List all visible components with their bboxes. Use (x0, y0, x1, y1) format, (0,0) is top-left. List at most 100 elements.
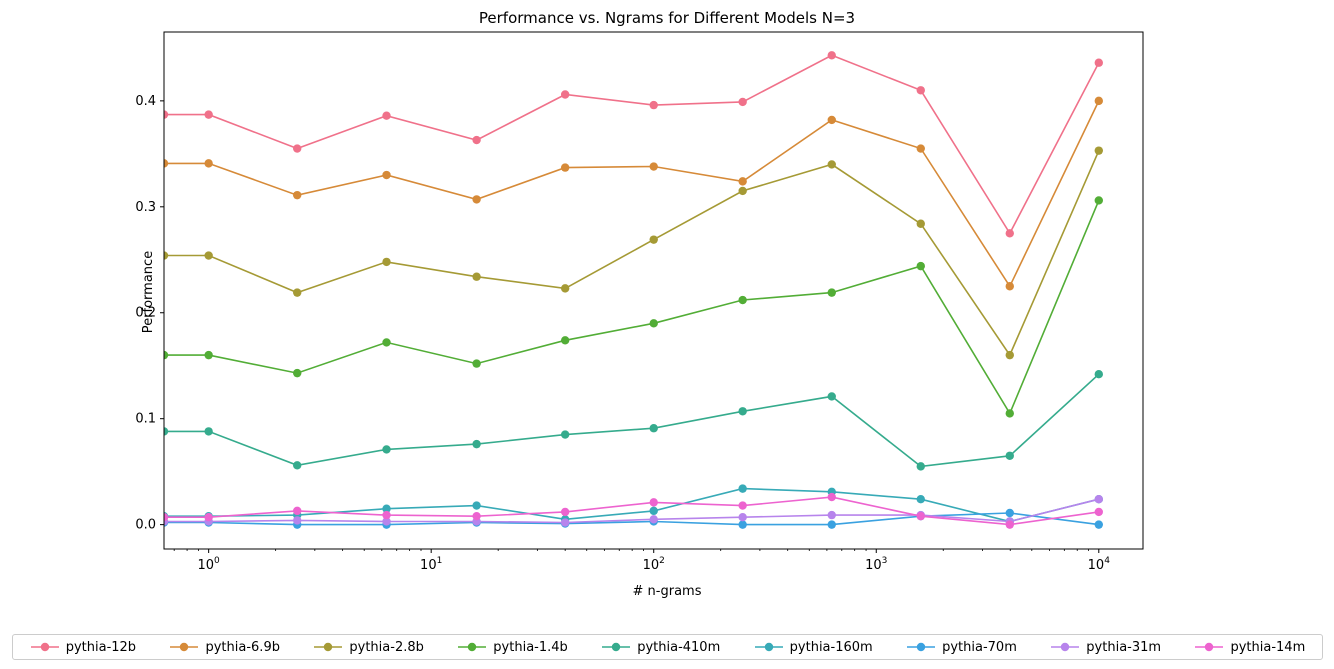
data-point (382, 170, 391, 180)
data-point (560, 430, 570, 439)
legend-item-pythia-160m: pythia-160m (754, 640, 873, 655)
series-line (164, 150, 1100, 357)
data-point (916, 144, 925, 153)
series-pythia-12b (164, 51, 1103, 238)
data-point (164, 159, 169, 168)
data-point (1094, 196, 1103, 205)
data-point (382, 510, 391, 520)
data-point (293, 506, 302, 516)
data-point (738, 177, 747, 186)
plot-frame (163, 31, 1144, 550)
data-point (1094, 369, 1103, 379)
data-point (204, 251, 213, 260)
data-point (560, 336, 570, 345)
legend-label: pythia-1.4b (493, 639, 568, 655)
legend-marker (314, 642, 343, 652)
legend-label: pythia-14m (1230, 639, 1306, 655)
y-tick-label: 0.4 (135, 94, 156, 109)
data-point (472, 501, 481, 510)
legend-item-pythia-1.4b: pythia-1.4b (457, 639, 568, 655)
data-point (1094, 96, 1103, 106)
data-point (827, 510, 836, 520)
series-pythia-410m (164, 369, 1103, 471)
data-point (382, 517, 391, 526)
data-point (560, 90, 570, 99)
data-point (649, 162, 658, 171)
data-point (1005, 451, 1014, 460)
data-point (1005, 508, 1014, 518)
data-point (204, 159, 213, 168)
x-tick-label: 102 (643, 556, 665, 573)
legend-marker (1051, 642, 1080, 652)
series-line (164, 373, 1100, 468)
data-point (1005, 409, 1014, 418)
data-point (738, 501, 747, 510)
legend-marker (170, 642, 199, 652)
data-point (738, 295, 747, 305)
series-line (164, 100, 1100, 288)
data-point (916, 261, 925, 271)
legend-item-pythia-6.9b: pythia-6.9b (169, 639, 280, 655)
data-point (1094, 146, 1103, 155)
data-point (164, 350, 169, 360)
legend-label: pythia-6.9b (205, 639, 280, 655)
series-line (164, 487, 1099, 523)
data-point (649, 319, 658, 328)
data-point (916, 86, 925, 95)
data-point (827, 51, 836, 60)
legend-label: pythia-12b (65, 639, 137, 655)
series-pythia-6.9b (164, 96, 1103, 291)
data-point (738, 97, 747, 107)
data-point (382, 445, 391, 454)
data-point (1005, 520, 1014, 529)
y-tick-label: 0.1 (135, 412, 156, 427)
data-point (649, 424, 658, 433)
data-point (472, 272, 481, 281)
data-point (1094, 495, 1103, 504)
data-point (827, 492, 836, 502)
series-pythia-14m (164, 492, 1103, 529)
data-point (916, 495, 925, 504)
x-tick-label: 101 (420, 556, 442, 573)
legend-marker (458, 642, 487, 652)
data-point (164, 427, 169, 436)
data-point (382, 257, 391, 267)
legend-item-pythia-31m: pythia-31m (1050, 640, 1161, 655)
data-point (560, 507, 570, 517)
data-point (649, 515, 658, 524)
legend-marker (907, 642, 936, 652)
data-point (1005, 229, 1014, 238)
data-point (293, 288, 302, 297)
series-pythia-1.4b (164, 196, 1103, 418)
data-point (560, 518, 570, 527)
data-point (827, 392, 836, 401)
legend-item-pythia-70m: pythia-70m (906, 640, 1017, 655)
data-point (472, 359, 481, 368)
legend-label: pythia-70m (942, 639, 1017, 655)
y-tick-label: 0.0 (135, 518, 156, 533)
data-point (1005, 282, 1014, 291)
legend-marker (602, 642, 631, 652)
chart-title: Performance vs. Ngrams for Different Mod… (479, 9, 855, 27)
x-tick-label: 103 (865, 556, 887, 573)
data-point (827, 288, 836, 297)
legend-label: pythia-31m (1086, 639, 1162, 655)
data-point (1094, 58, 1103, 67)
chart: Performance vs. Ngrams for Different Mod… (135, 9, 1144, 599)
x-tick-label: 100 (198, 556, 221, 573)
legend-marker (30, 642, 59, 652)
data-point (738, 513, 747, 522)
y-tick-label: 0.2 (135, 306, 156, 321)
data-point (293, 516, 302, 525)
data-point (738, 520, 747, 529)
series-line (164, 498, 1099, 524)
data-point (916, 462, 925, 471)
data-point (472, 195, 481, 204)
data-point (204, 110, 213, 119)
data-point (738, 186, 747, 196)
data-point (1094, 520, 1103, 529)
data-point (827, 115, 836, 125)
data-point (204, 427, 213, 436)
data-point (164, 251, 169, 260)
data-point (382, 504, 391, 513)
